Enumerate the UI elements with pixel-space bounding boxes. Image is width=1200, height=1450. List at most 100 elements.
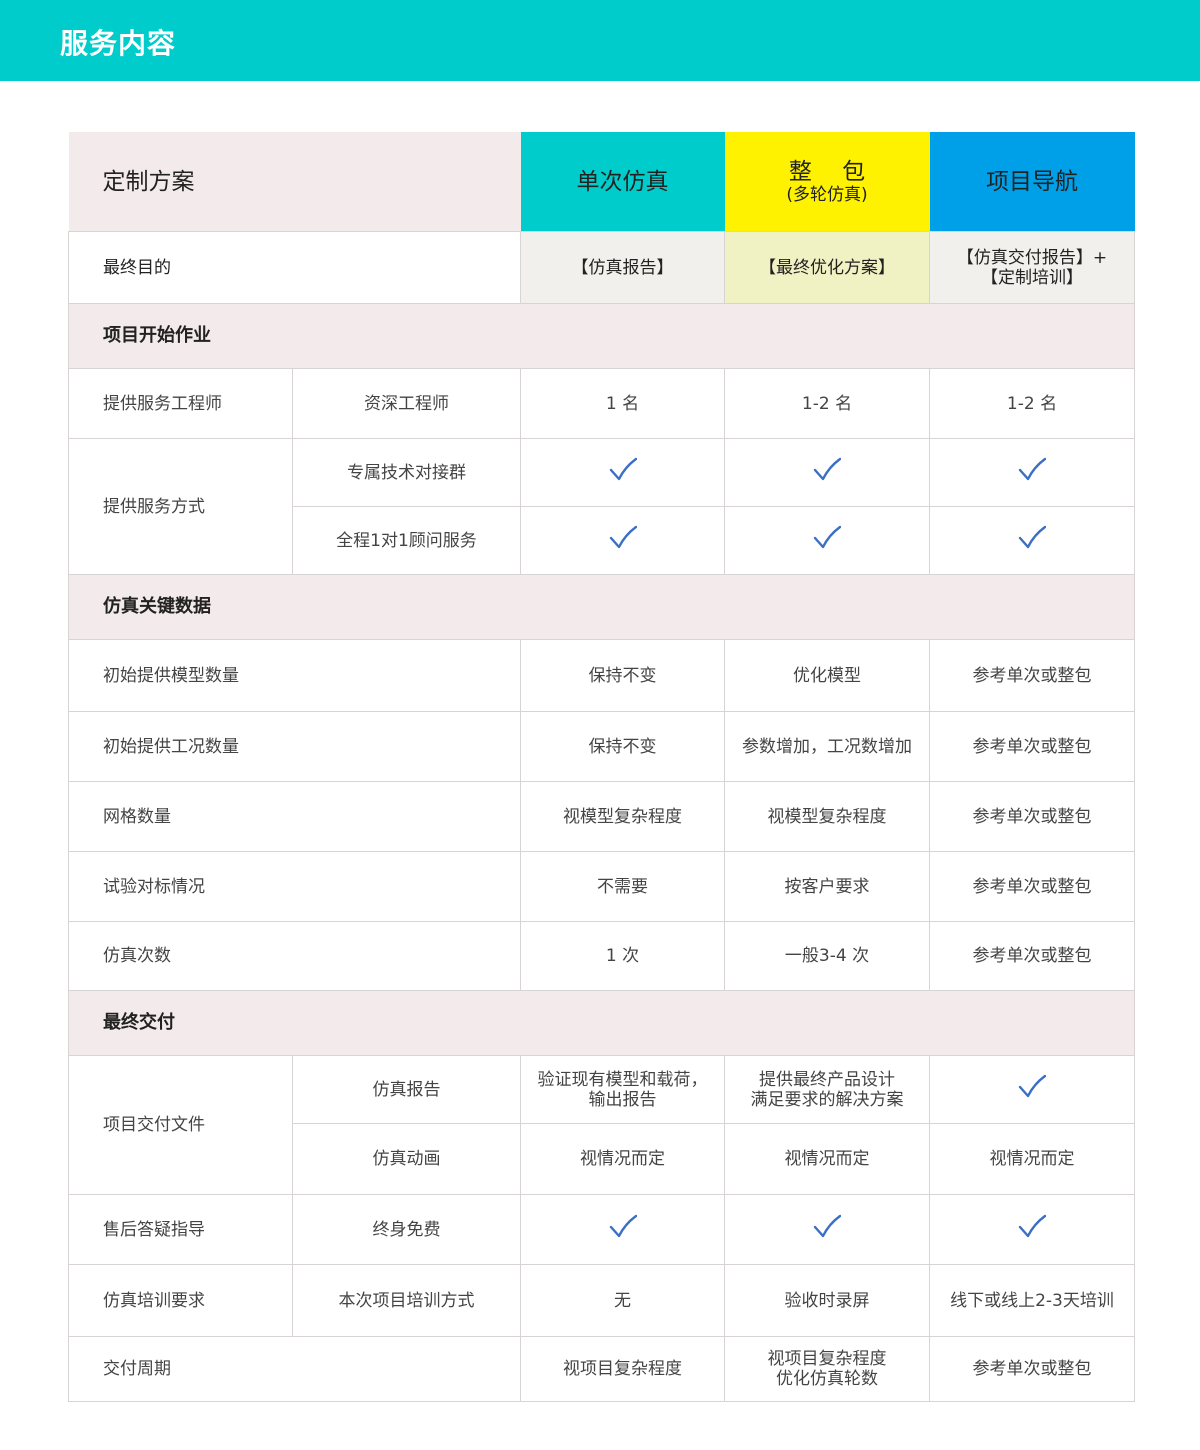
plan-cell-1: 不需要 [520,851,725,922]
plan-cell-3 [929,438,1135,507]
plan-cell-1: 保持不变 [520,639,725,712]
table-row: 初始提供模型数量 保持不变 优化模型 参考单次或整包 [68,639,1135,712]
plan-cell-1: 验证现有模型和载荷， 输出报告 [520,1055,725,1124]
check-icon [1018,1074,1047,1100]
row-sublabel: 仿真动画 [292,1123,521,1195]
plan-cell-2 [724,438,930,507]
plan-name: 项目导航 [986,168,1078,195]
row-label: 提供服务方式 [68,438,293,575]
plan-cell-3: 参考单次或整包 [929,851,1135,922]
plan-cell-1: 无 [520,1264,725,1337]
table-row: 提供服务工程师 资深工程师 1 名 1-2 名 1-2 名 [68,368,1135,439]
header-row: 定制方案 单次仿真 整 包 (多轮仿真) 项目导航 [68,132,1135,232]
section-title: 最终交付 [68,990,1135,1056]
text-line: 验证现有模型和载荷， [537,1069,708,1090]
plan-header-1: 单次仿真 [520,132,725,232]
plan-cell-3 [929,1055,1135,1124]
plan-cell-2: 优化模型 [724,639,930,712]
row-label: 网格数量 [68,781,521,852]
check-icon [1018,457,1047,483]
page-title: 服务内容 [60,27,177,60]
plan-cell-1 [520,506,725,575]
plan-cell-2 [724,506,930,575]
plan-cell-1: 视模型复杂程度 [520,781,725,852]
plan-cell-3: 参考单次或整包 [929,1336,1135,1402]
plan-cell-2: 视项目复杂程度 优化仿真轮数 [724,1336,930,1402]
row-label: 售后答疑指导 [68,1194,293,1265]
plan-cell-2: 参数增加，工况数增加 [724,711,930,782]
plan-cell-1: 视情况而定 [520,1123,725,1195]
row-label: 初始提供模型数量 [68,639,521,712]
plan-cell-3: 参考单次或整包 [929,639,1135,712]
check-icon [1018,525,1047,551]
section-row: 项目开始作业 [68,303,1135,369]
goal-cell: 【最终优化方案】 [724,231,930,304]
plan-name: 单次仿真 [576,168,669,195]
header-label: 定制方案 [68,132,521,232]
row-sublabel: 资深工程师 [292,368,521,439]
plan-cell-3: 参考单次或整包 [929,781,1135,852]
section-row: 仿真关键数据 [68,574,1135,640]
text-line: 满足要求的解决方案 [750,1089,904,1110]
goal-cell: 【仿真报告】 [520,231,725,304]
check-icon [609,525,637,551]
plan-cell-1 [520,438,725,507]
plan-cell-2: 按客户要求 [724,851,930,922]
row-label: 初始提供工况数量 [68,711,521,782]
row-sublabel: 本次项目培训方式 [292,1264,521,1337]
table-row: 提供服务方式 专属技术对接群 [68,438,1135,575]
row-label: 项目交付文件 [68,1055,293,1195]
plan-cell-3: 参考单次或整包 [929,921,1135,991]
check-icon [609,1214,637,1240]
plan-cell-2: 视情况而定 [724,1123,930,1195]
check-icon [813,525,842,551]
plan-header-3: 项目导航 [929,132,1135,232]
plan-cell-2: 提供最终产品设计 满足要求的解决方案 [724,1055,930,1124]
service-comparison-table: 定制方案 单次仿真整 包 (多轮仿真) 项目导航 最终目的 【仿真报告】 【最终优化方案】【… [68,132,1135,1402]
section-row: 最终交付 [68,990,1135,1056]
row-sublabel: 专属技术对接群 [292,438,521,507]
plan-cell-3 [929,506,1135,575]
row-sublabel: 终身免费 [292,1194,521,1265]
plan-cell-2: 一般3-4 次 [724,921,930,991]
check-icon [1018,1214,1047,1240]
plan-cell-3: 视情况而定 [929,1123,1135,1195]
text-line: 【定制培训】 [981,267,1083,288]
row-label: 提供服务工程师 [68,368,293,439]
check-icon [609,457,637,483]
plan-cell-3 [929,1194,1135,1265]
table-row: 全程1对1顾问服务 [69,506,1135,575]
plan-subtitle: (多轮仿真) [786,184,868,205]
plan-cell-2: 1-2 名 [724,368,930,439]
table-row: 交付周期 视项目复杂程度 视项目复杂程度 优化仿真轮数 参考单次或整包 [68,1336,1135,1402]
plan-cell-3: 参考单次或整包 [929,711,1135,782]
plan-name: 整 包 [788,158,866,185]
row-label: 试验对标情况 [68,851,521,922]
plan-cell-1 [520,1194,725,1265]
plan-cell-1: 视项目复杂程度 [520,1336,725,1402]
table-row: 仿真次数 1 次一般3-4 次参考单次或整包 [68,921,1135,991]
text-line: 提供最终产品设计 [759,1069,895,1090]
plan-cell-3: 线下或线上2-3天培训 [929,1264,1135,1337]
goal-label: 最终目的 [68,231,521,304]
section-title: 仿真关键数据 [68,574,1135,640]
row-label: 仿真培训要求 [68,1264,293,1337]
table-row: 初始提供工况数量 保持不变 参数增加，工况数增加 参考单次或整包 [68,711,1135,782]
table-row: 售后答疑指导 终身免费 [68,1194,1135,1265]
row-label: 仿真次数 [68,921,521,991]
plan-cell-1: 1 名 [520,368,725,439]
table-row: 仿真培训要求 本次项目培训方式无验收时录屏 线下或线上2-3天培训 [68,1264,1135,1337]
text-line: 优化仿真轮数 [776,1369,878,1389]
table-row: 项目交付文件 仿真报告 验证现有模型和载荷， 输出报告 提供最终产品设计 满足要求的解决方… [68,1055,1135,1195]
plan-header-2: 整 包 (多轮仿真) [724,132,930,232]
row-sublabel: 全程1对1顾问服务 [292,506,521,575]
row-sublabel: 仿真报告 [292,1055,521,1124]
title-banner: 服务内容 [0,0,1200,81]
plan-cell-2: 视模型复杂程度 [724,781,930,852]
goal-cell: 【仿真交付报告】+ 【定制培训】 [929,231,1135,304]
text-line: 输出报告 [588,1089,657,1110]
table-row: 网格数量 视模型复杂程度 视模型复杂程度 参考单次或整包 [68,781,1135,852]
plan-cell-1: 保持不变 [520,711,725,782]
table-row: 试验对标情况 不需要 按客户要求 参考单次或整包 [68,851,1135,922]
goal-row: 最终目的 【仿真报告】 【最终优化方案】 【仿真交付报告】+ 【定制培训】 [68,231,1135,304]
